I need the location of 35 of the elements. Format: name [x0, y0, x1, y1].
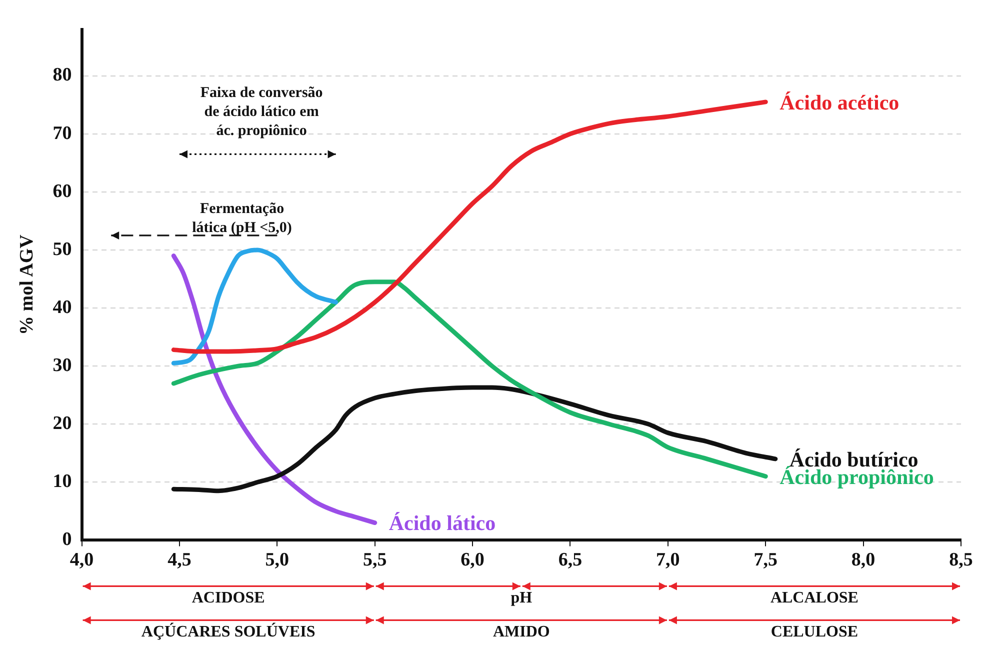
x-tick-label: 5,5: [362, 550, 387, 571]
text: CELULOSE: [770, 623, 858, 640]
text: ALCALOSE: [770, 589, 858, 606]
y-tick-label: 10: [52, 471, 72, 492]
x-tick-label: 8,0: [851, 550, 876, 571]
y-tick-label: 60: [52, 180, 72, 202]
annotation: Faixa de conversão de ácido lático em ác. propiônico: [200, 85, 323, 140]
x-tick-label: 7,0: [656, 550, 680, 571]
line-series: [171, 385, 778, 494]
x-tick-label: 7,5: [754, 550, 778, 571]
text: AÇÚCARES SOLÚVEIS: [141, 622, 316, 640]
x-tick-label: 4,0: [70, 550, 94, 571]
line-series: [171, 254, 378, 526]
x-tick-label: 5,0: [265, 550, 290, 571]
x-tick-label: 6,0: [460, 550, 484, 571]
text: AMIDO: [492, 623, 550, 640]
y-tick-label: 80: [52, 64, 72, 86]
line-series: [171, 280, 768, 479]
line-series: [171, 248, 338, 366]
y-tick-label: 40: [52, 296, 72, 318]
series-label: Ácido acético: [780, 90, 900, 114]
line-series: [171, 100, 768, 354]
annotation: Fermentação lática (pH <5,0): [192, 201, 292, 236]
y-tick-label: 30: [52, 354, 72, 376]
x-tick-label: 8,5: [949, 550, 973, 571]
y-tick-label: 0: [62, 529, 72, 550]
x-tick-label: 6,5: [558, 550, 582, 571]
y-tick-label: 70: [52, 122, 72, 144]
x-tick-label: 4,5: [168, 550, 192, 571]
series-label: Ácido lático: [388, 511, 496, 536]
y-axis-title: % mol AGV: [16, 234, 38, 335]
y-tick-label: 50: [52, 238, 72, 260]
y-tick-label: 20: [52, 413, 72, 434]
text: ACIDOSE: [192, 589, 265, 606]
text: pH: [510, 589, 533, 606]
